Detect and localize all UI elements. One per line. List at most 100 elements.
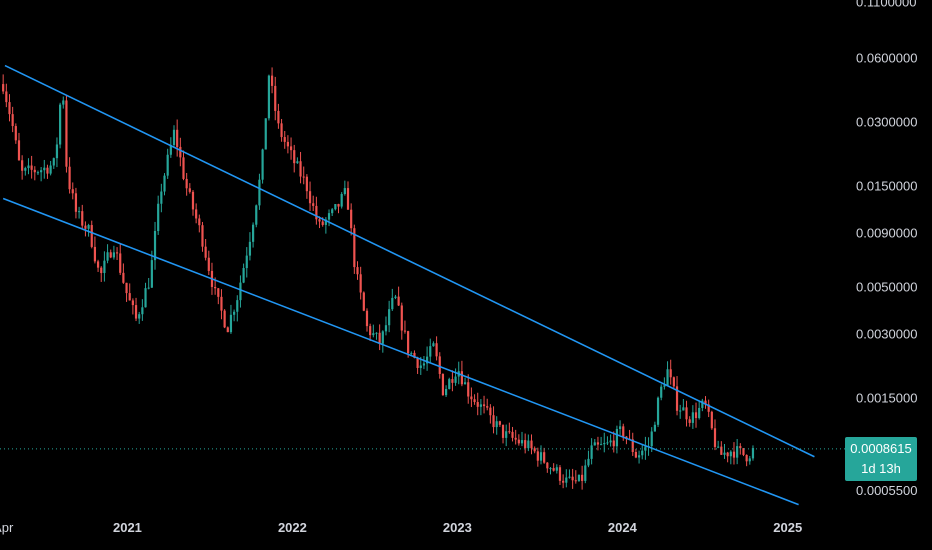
candle xyxy=(119,244,122,276)
candle xyxy=(407,330,410,358)
candle xyxy=(384,316,388,336)
candle xyxy=(571,468,574,489)
candle xyxy=(138,311,141,324)
candle xyxy=(176,119,179,157)
candle xyxy=(337,203,340,214)
candle xyxy=(473,394,476,405)
candle xyxy=(198,214,201,233)
candle xyxy=(286,135,289,154)
candle xyxy=(112,245,115,260)
candle xyxy=(141,299,144,321)
price-axis-label: 0.0050000 xyxy=(856,280,917,295)
candle xyxy=(685,400,688,427)
candle xyxy=(315,196,318,225)
candle xyxy=(441,373,445,396)
candle xyxy=(147,277,150,290)
candle xyxy=(55,137,59,168)
candle xyxy=(87,223,90,237)
price-axis-label: 0.0600000 xyxy=(856,51,917,66)
candle xyxy=(463,377,467,385)
candles xyxy=(2,67,755,490)
candle xyxy=(470,387,473,408)
candle xyxy=(179,137,182,167)
candle xyxy=(666,361,669,386)
bar-countdown: 1d 13h xyxy=(861,460,901,476)
candle xyxy=(596,436,600,451)
price-axis-label: 0.0090000 xyxy=(856,225,917,240)
candle xyxy=(682,398,685,411)
candle xyxy=(128,283,131,301)
candle xyxy=(451,370,454,392)
candle xyxy=(438,352,441,379)
candle xyxy=(207,250,210,275)
candle xyxy=(562,474,565,489)
candle xyxy=(169,137,172,158)
candle xyxy=(688,416,691,427)
candle xyxy=(460,360,464,387)
candle xyxy=(239,275,242,308)
time-axis-label: 2021 xyxy=(113,520,142,535)
candle xyxy=(248,232,252,261)
candle xyxy=(656,396,660,428)
candle xyxy=(546,462,549,473)
candle xyxy=(166,148,169,179)
candle xyxy=(429,338,432,363)
price-axis-label: 0.1100000 xyxy=(856,0,917,10)
candle xyxy=(220,289,223,320)
candle xyxy=(229,304,233,334)
candle xyxy=(489,404,492,424)
candle xyxy=(397,286,400,306)
candle xyxy=(600,436,603,446)
candle xyxy=(359,266,362,300)
candle xyxy=(574,470,577,484)
candle xyxy=(508,422,511,434)
candle xyxy=(403,320,407,334)
candle xyxy=(62,96,65,109)
candle xyxy=(293,144,296,173)
candle xyxy=(694,402,698,428)
candle xyxy=(258,173,261,210)
candle xyxy=(710,410,713,430)
candle xyxy=(362,291,365,312)
price-axis-label: 0.0300000 xyxy=(856,114,917,129)
candle xyxy=(191,190,195,216)
price-axis-label: 0.0030000 xyxy=(856,327,917,342)
candle xyxy=(71,182,74,200)
candle xyxy=(394,294,397,300)
candle xyxy=(100,266,103,282)
trendline[interactable] xyxy=(2,197,799,506)
candle xyxy=(242,263,245,284)
candle xyxy=(134,297,138,322)
candle xyxy=(305,174,308,199)
candle xyxy=(46,164,49,179)
candle xyxy=(264,118,267,150)
candle xyxy=(634,448,638,459)
price-axis-label: 0.0015000 xyxy=(856,391,917,406)
candle xyxy=(353,224,356,274)
candle xyxy=(115,247,119,261)
candle xyxy=(182,150,185,181)
candle xyxy=(245,247,248,278)
candle xyxy=(109,249,112,259)
price-axis[interactable]: 0.1100000 0.0600000 0.0300000 0.0150000 0.00… xyxy=(856,0,917,498)
candle xyxy=(327,209,331,227)
candle xyxy=(131,298,134,315)
candle xyxy=(549,467,552,475)
candle xyxy=(283,130,286,149)
candle xyxy=(302,166,305,185)
time-axis[interactable]: Apr 2021 2022 2023 2024 2025 xyxy=(0,520,802,535)
candle xyxy=(539,445,543,465)
candle xyxy=(33,166,36,181)
candle xyxy=(631,432,634,456)
candle xyxy=(14,123,17,144)
candle xyxy=(467,374,470,404)
candle xyxy=(11,106,14,133)
candle xyxy=(49,160,52,176)
candle xyxy=(736,438,739,465)
candle xyxy=(74,187,78,219)
candle xyxy=(185,172,188,196)
trendline[interactable] xyxy=(4,64,815,458)
candle xyxy=(84,221,87,237)
candle xyxy=(530,434,533,455)
